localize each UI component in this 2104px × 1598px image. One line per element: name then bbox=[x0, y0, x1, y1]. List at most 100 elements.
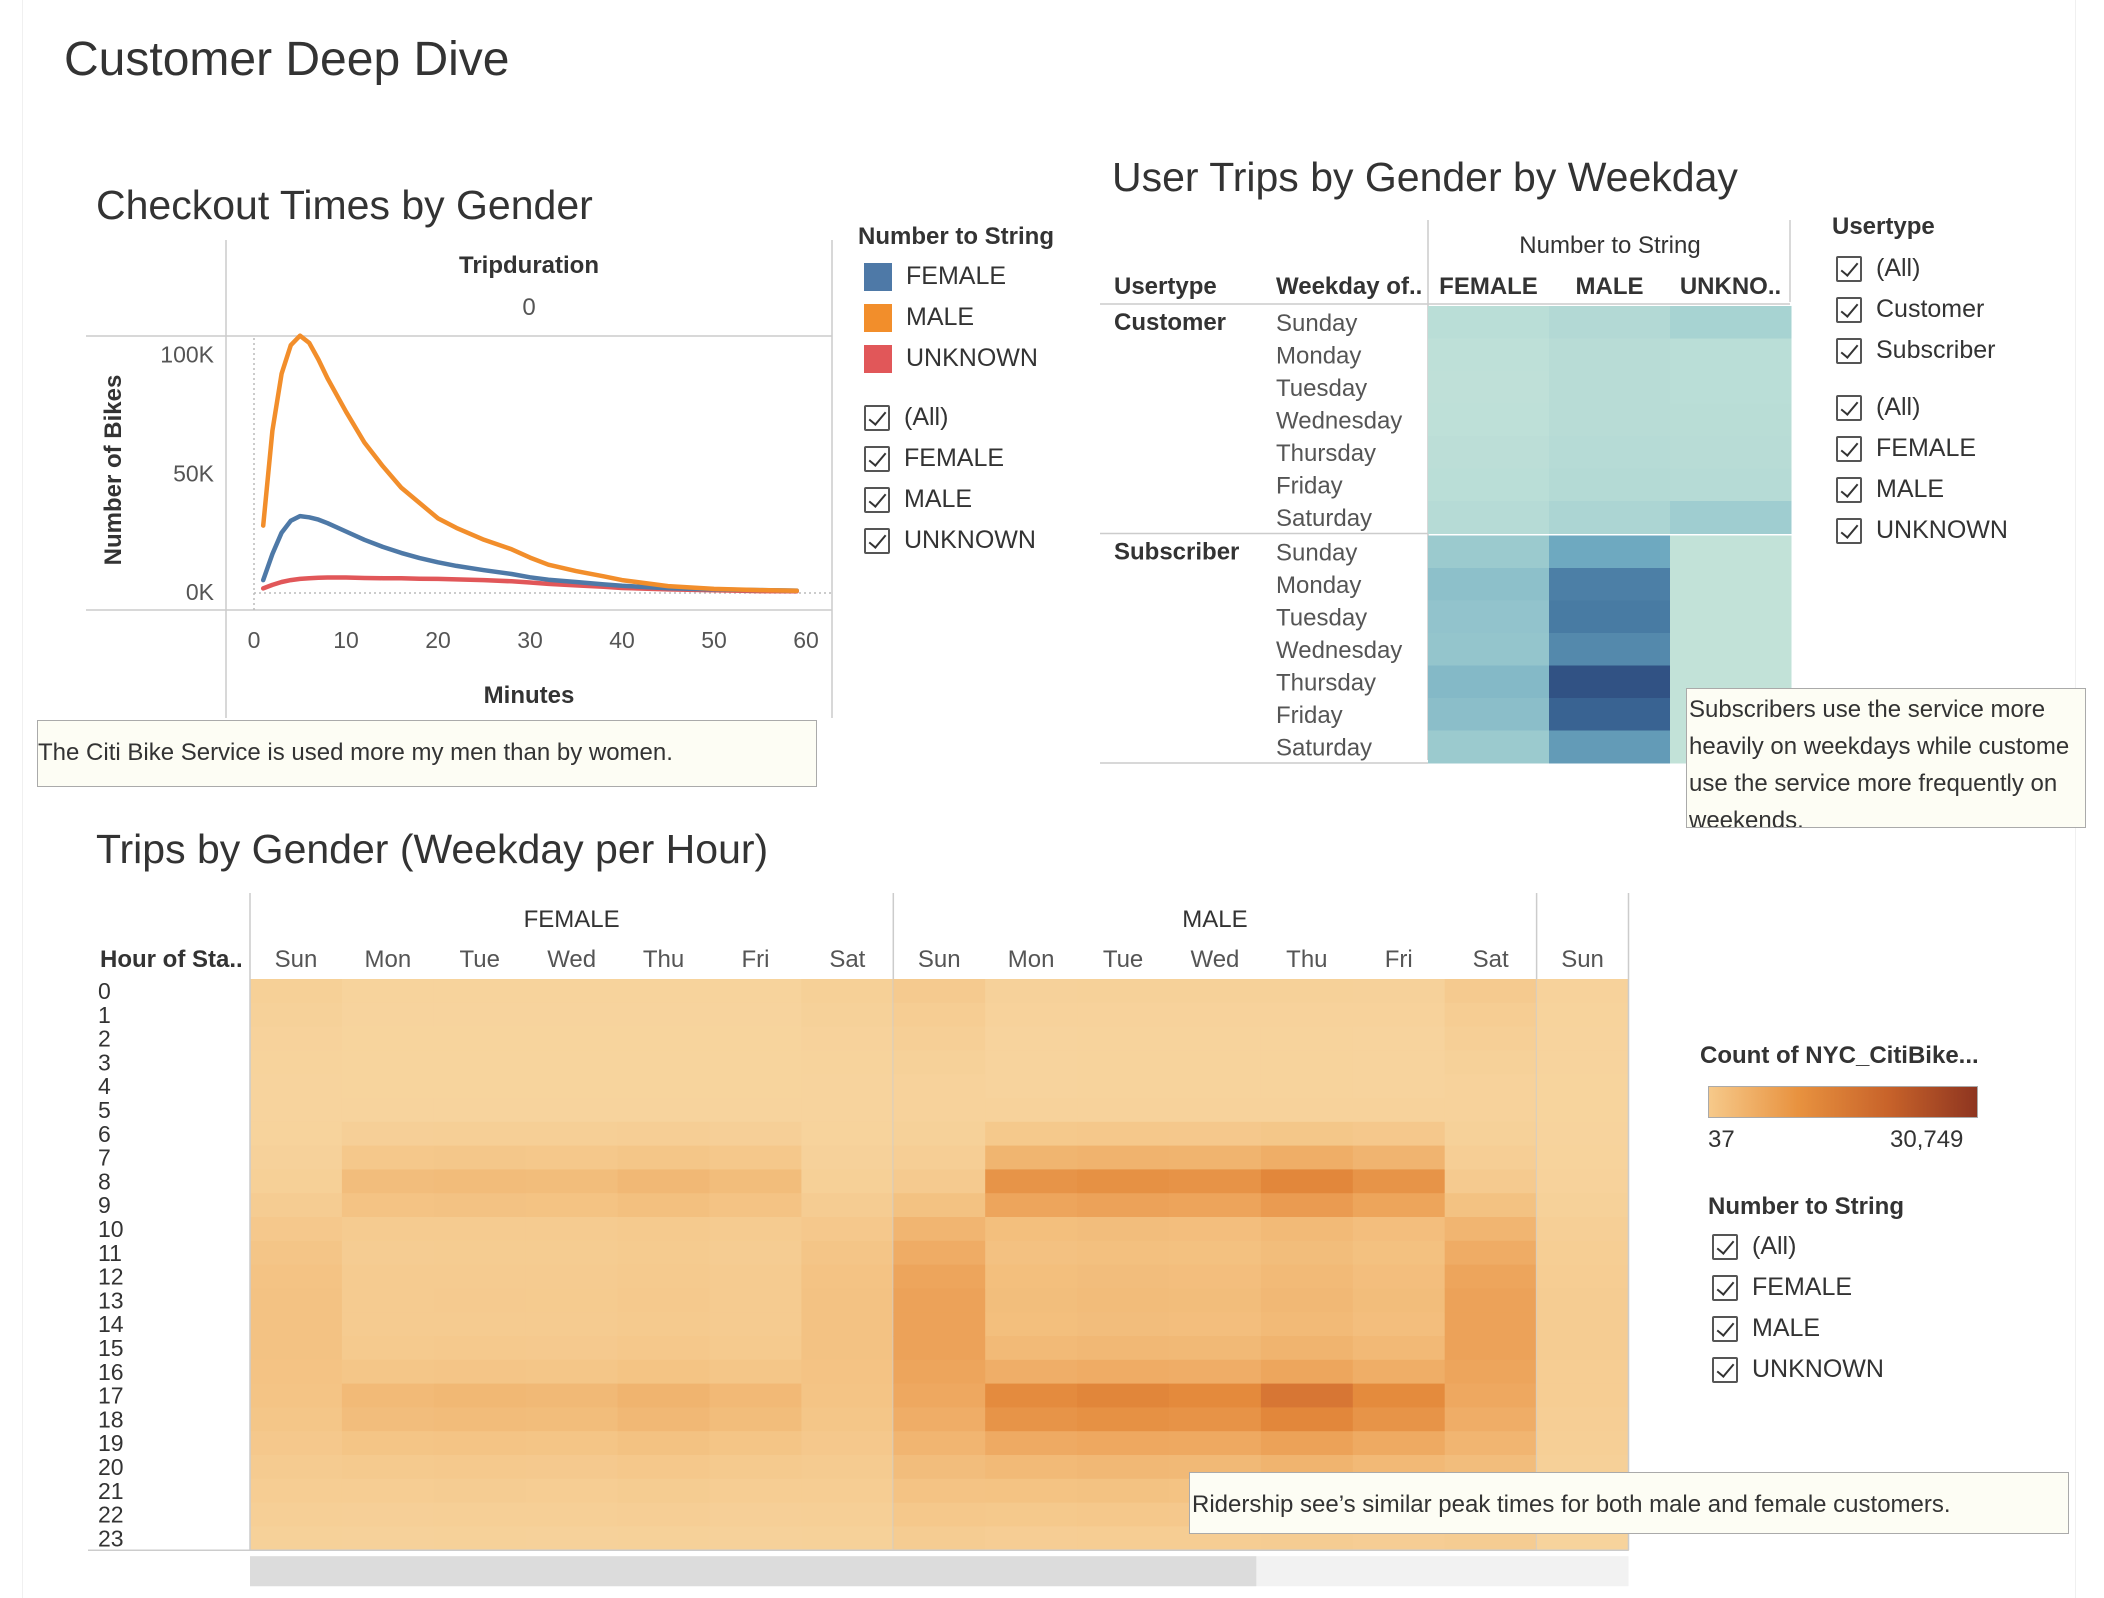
color-legend-gradient bbox=[1708, 1086, 1978, 1118]
weekday-day-label: Monday bbox=[1276, 343, 1361, 370]
hourly-heat-cell bbox=[341, 1050, 435, 1075]
hourly-heat-cell bbox=[525, 1074, 619, 1099]
hourly-heat-cell bbox=[341, 1169, 435, 1194]
checkbox-icon[interactable] bbox=[1836, 296, 1862, 323]
weekday-heat-cell bbox=[1428, 371, 1550, 404]
color-swatch bbox=[864, 262, 892, 291]
checkbox-icon[interactable] bbox=[1836, 255, 1862, 282]
checkbox-icon[interactable] bbox=[1712, 1315, 1738, 1342]
hourly-heat-cell bbox=[1536, 1264, 1629, 1289]
hourly-heat-cell bbox=[341, 1359, 435, 1385]
hourly-heat-cell bbox=[709, 1074, 802, 1099]
hourly-heat-cell bbox=[433, 1193, 527, 1218]
hourly-hour-label: 1 bbox=[98, 1002, 111, 1028]
hourly-heat-cell bbox=[1169, 979, 1262, 1004]
hourly-heat-cell bbox=[250, 1050, 343, 1075]
checkbox-icon[interactable] bbox=[1712, 1356, 1738, 1383]
hourly-heat-cell bbox=[709, 1526, 802, 1551]
gender-filter-1-option[interactable]: MALE bbox=[864, 485, 972, 514]
gender-filter-1-option[interactable]: UNKNOWN bbox=[864, 526, 1036, 555]
hourly-heat-cell bbox=[801, 1145, 894, 1170]
weekday-heat-cell bbox=[1670, 338, 1792, 372]
gender-filter-3-option[interactable]: FEMALE bbox=[1712, 1273, 1852, 1302]
hourly-heat-cell bbox=[709, 1026, 802, 1051]
checkbox-icon[interactable] bbox=[1836, 394, 1862, 421]
hourly-heat-cell bbox=[801, 1455, 894, 1480]
hourly-heat-cell bbox=[709, 1217, 802, 1242]
checkbox-icon[interactable] bbox=[1836, 476, 1862, 503]
hourly-heat-cell bbox=[1077, 1407, 1170, 1432]
hourly-heat-cell bbox=[1077, 1145, 1170, 1170]
hourly-heat-cell bbox=[1536, 1431, 1629, 1456]
hourly-hour-label: 19 bbox=[98, 1430, 124, 1456]
hourly-heat-cell bbox=[433, 1074, 527, 1099]
gender-filter-2-option[interactable]: (All) bbox=[1836, 393, 1920, 422]
checkbox-icon[interactable] bbox=[1836, 337, 1862, 364]
hourly-heat-cell bbox=[801, 1478, 894, 1504]
hourly-heat-cell bbox=[525, 1002, 619, 1028]
gender-legend-label: FEMALE bbox=[906, 262, 1007, 290]
usertype-filter-option[interactable]: Customer bbox=[1836, 295, 1984, 324]
gender-filter-3-option[interactable]: UNKNOWN bbox=[1712, 1355, 1884, 1384]
gender-filter-2-option[interactable]: MALE bbox=[1836, 475, 1944, 504]
hourly-heat-cell bbox=[617, 1288, 710, 1313]
hourly-heat-cell bbox=[1444, 1193, 1538, 1218]
gender-legend-item[interactable]: FEMALE bbox=[864, 262, 1006, 291]
usertype-filter-option-label: Customer bbox=[1876, 295, 1985, 323]
hourly-heat-cell bbox=[801, 1169, 894, 1194]
hourly-heat-cell bbox=[1536, 1002, 1629, 1028]
gender-filter-1-option[interactable]: FEMALE bbox=[864, 444, 1004, 473]
hourly-heat-cell bbox=[525, 1336, 619, 1361]
gender-filter-2-option[interactable]: FEMALE bbox=[1836, 434, 1976, 463]
weekday-day-label: Sunday bbox=[1276, 540, 1357, 567]
checkbox-icon[interactable] bbox=[1836, 435, 1862, 462]
checkout-column-header: Tripduration bbox=[459, 252, 599, 279]
weekday-heat-cell bbox=[1670, 535, 1792, 569]
weekday-heat-cell bbox=[1670, 633, 1792, 666]
hourly-heat-cell bbox=[893, 1240, 986, 1266]
hourly-heat-cell bbox=[1260, 1407, 1354, 1432]
hourly-heat-cell bbox=[1444, 979, 1538, 1004]
weekday-heat-cell bbox=[1428, 698, 1550, 731]
hourly-heat-cell bbox=[893, 1526, 986, 1551]
checkbox-icon[interactable] bbox=[1712, 1274, 1738, 1301]
hourly-heat-cell bbox=[1260, 1217, 1354, 1242]
checkbox-icon[interactable] bbox=[864, 486, 890, 513]
hourly-heat-cell bbox=[433, 979, 527, 1004]
hourly-heat-cell bbox=[1169, 1002, 1262, 1028]
gender-legend-item[interactable]: UNKNOWN bbox=[864, 344, 1038, 373]
hourly-heat-cell bbox=[1352, 1050, 1446, 1075]
checkout-series-line-male bbox=[260, 333, 800, 594]
checkbox-icon[interactable] bbox=[864, 445, 890, 472]
gender-filter-3-option[interactable]: (All) bbox=[1712, 1232, 1796, 1261]
hourly-heat-cell bbox=[525, 1359, 619, 1385]
checkout-x-tick-label: 60 bbox=[793, 627, 819, 653]
hourly-heat-cell bbox=[1260, 1121, 1354, 1147]
usertype-filter-option[interactable]: Subscriber bbox=[1836, 336, 1996, 365]
hourly-heat-cell bbox=[1260, 1026, 1354, 1051]
hourly-heat-cell bbox=[893, 1359, 986, 1385]
hourly-hour-label: 10 bbox=[98, 1216, 124, 1242]
gender-filter-1-option[interactable]: (All) bbox=[864, 403, 948, 432]
checkbox-icon[interactable] bbox=[1836, 517, 1862, 544]
gender-filter-2-option[interactable]: UNKNOWN bbox=[1836, 516, 2008, 545]
hourly-heat-cell bbox=[617, 1407, 710, 1432]
weekday-heat-cell bbox=[1549, 698, 1671, 731]
weekday-heat-cell bbox=[1549, 468, 1671, 502]
gender-filter-3-option[interactable]: MALE bbox=[1712, 1314, 1820, 1343]
hourly-heat-cell bbox=[1169, 1169, 1262, 1194]
checkbox-icon[interactable] bbox=[864, 404, 890, 431]
hourly-heat-cell bbox=[525, 1312, 619, 1337]
hourly-heat-cell bbox=[1260, 1383, 1354, 1408]
gender-filter-3-title: Number to String bbox=[1708, 1193, 1904, 1220]
checkbox-icon[interactable] bbox=[1712, 1233, 1738, 1260]
weekday-heat-cell bbox=[1428, 600, 1550, 634]
usertype-filter-option[interactable]: (All) bbox=[1836, 254, 1920, 283]
gender-legend-item[interactable]: MALE bbox=[864, 303, 974, 332]
hourly-chart-title: Trips by Gender (Weekday per Hour) bbox=[96, 826, 769, 872]
checkbox-icon[interactable] bbox=[864, 527, 890, 554]
scrollbar-thumb[interactable] bbox=[250, 1556, 1257, 1587]
hourly-heat-cell bbox=[1444, 1312, 1538, 1337]
hourly-heat-cell bbox=[1352, 1336, 1446, 1361]
hourly-heat-cell bbox=[1352, 1026, 1446, 1051]
